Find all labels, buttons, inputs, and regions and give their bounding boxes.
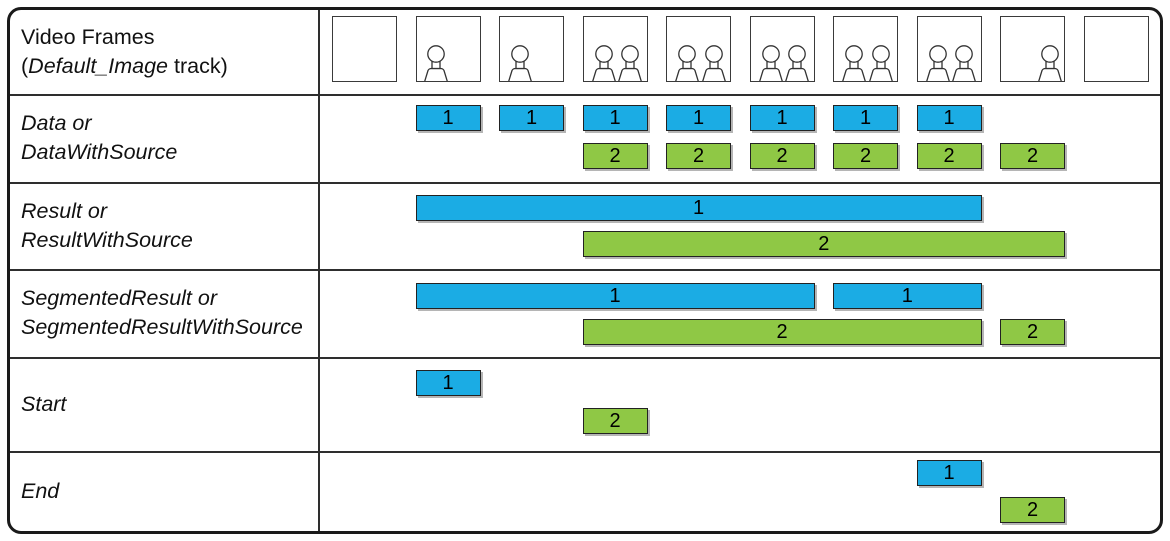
data-track-bar-1: 1 <box>749 105 815 131</box>
person-icon <box>1035 45 1064 81</box>
end-track-bar-2: 2 <box>1000 497 1065 523</box>
row-label-line: Data or <box>21 111 92 135</box>
data-track-bar-2: 2 <box>1000 143 1065 169</box>
start-track-bar-2: 2 <box>582 408 648 434</box>
result-track-bar-2: 2 <box>582 231 1065 257</box>
row-label-line: Result or <box>21 198 108 223</box>
row-label-end: End <box>10 451 316 531</box>
start-track-bar-1: 1 <box>415 370 481 396</box>
person-icon <box>839 45 869 81</box>
paren-open: ( <box>21 54 29 78</box>
row-divider <box>10 94 1160 96</box>
person-icon <box>756 45 786 81</box>
row-label-line: (Default_Image track) <box>21 52 316 81</box>
row-label-line: End <box>21 478 60 503</box>
row-label-line: Start <box>21 391 67 416</box>
video-frame-1 <box>332 16 397 82</box>
video-frame-5 <box>666 16 731 82</box>
row-divider <box>10 182 1160 184</box>
person-icon <box>421 45 451 81</box>
data-track-bar-1: 1 <box>916 105 982 131</box>
segmented-track-bar-1: 1 <box>415 283 815 309</box>
data-track-bar-2: 2 <box>666 143 731 169</box>
track-name: Default_Image <box>28 54 169 78</box>
video-frame-10 <box>1083 16 1149 82</box>
video-frame-2 <box>415 16 481 82</box>
timing-diagram: Video Frames (Default_Image track) Data … <box>7 7 1163 534</box>
segmented-track-bar-1: 1 <box>833 283 982 309</box>
data-track-bar-1: 1 <box>499 105 564 131</box>
row-label-line: ResultWithSource <box>21 227 193 252</box>
row-label-start: Start <box>10 357 316 451</box>
person-icon <box>505 45 535 81</box>
row-label-line: Video Frames <box>21 25 155 49</box>
data-track-bar-2: 2 <box>582 143 648 169</box>
segmented-track-bar-2: 2 <box>1000 319 1065 345</box>
row-label-segmented: SegmentedResult or SegmentedResultWithSo… <box>10 269 316 357</box>
person-icon <box>589 45 619 81</box>
person-icon <box>949 45 979 81</box>
end-track-bar-1: 1 <box>916 460 982 486</box>
video-frame-8 <box>916 16 982 82</box>
person-icon <box>923 45 953 81</box>
data-track-bar-2: 2 <box>749 143 815 169</box>
row-label-video-frames: Video Frames (Default_Image track) <box>10 10 316 94</box>
row-label-line: SegmentedResultWithSource <box>21 315 303 339</box>
data-track-bar-1: 1 <box>666 105 731 131</box>
track-suffix: track) <box>168 54 228 78</box>
data-track-bar-1: 1 <box>415 105 481 131</box>
data-track-bar-2: 2 <box>916 143 982 169</box>
data-track-bar-1: 1 <box>833 105 898 131</box>
row-divider <box>10 451 1160 453</box>
person-icon <box>699 45 729 81</box>
video-frame-6 <box>749 16 815 82</box>
row-label-data: Data or DataWithSource <box>10 94 316 182</box>
column-divider <box>318 10 320 531</box>
video-frame-3 <box>499 16 564 82</box>
data-track-bar-2: 2 <box>833 143 898 169</box>
person-icon <box>782 45 812 81</box>
person-icon <box>866 45 896 81</box>
row-label-line: SegmentedResult or <box>21 286 217 310</box>
row-divider <box>10 269 1160 271</box>
row-label-result: Result or ResultWithSource <box>10 182 316 269</box>
video-frame-4 <box>582 16 648 82</box>
video-frame-9 <box>1000 16 1065 82</box>
row-label-line: DataWithSource <box>21 140 178 164</box>
person-icon <box>672 45 702 81</box>
person-icon <box>615 45 645 81</box>
video-frame-7 <box>833 16 898 82</box>
data-track-bar-1: 1 <box>582 105 648 131</box>
result-track-bar-1: 1 <box>415 195 982 221</box>
segmented-track-bar-2: 2 <box>582 319 982 345</box>
row-divider <box>10 357 1160 359</box>
